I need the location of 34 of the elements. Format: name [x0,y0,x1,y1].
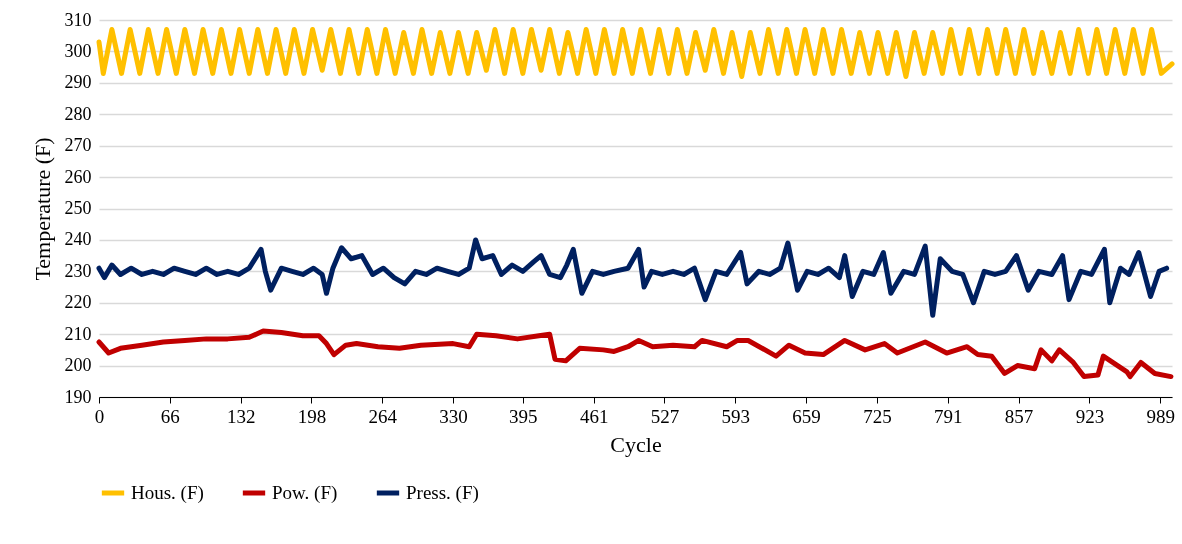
y-tick-label: 210 [64,323,92,344]
x-tick-label: 527 [650,405,680,427]
x-tick-label: 659 [792,405,821,427]
y-tick-label: 200 [64,355,92,376]
legend-label: Pow. (F) [272,482,338,504]
x-tick-label: 857 [1004,405,1034,427]
x-tick-label: 923 [1075,405,1105,427]
y-tick-label: 230 [64,260,92,281]
y-tick-label: 260 [64,166,92,187]
x-tick-label: 264 [368,405,398,427]
y-tick-label: 220 [64,292,92,313]
y-tick-label: 270 [64,135,92,156]
x-tick-label: 725 [863,405,892,427]
x-tick-label: 989 [1146,405,1175,427]
x-tick-label: 132 [226,405,256,427]
legend-label: Press. (F) [406,482,479,504]
x-tick-label: 330 [439,405,468,427]
y-tick-label: 300 [64,40,92,61]
y-tick-label: 190 [64,386,92,407]
y-axis-title: Temperature (F) [29,137,55,281]
y-tick-label: 310 [64,9,92,30]
x-tick-label: 395 [509,405,538,427]
x-tick-label: 593 [721,405,751,427]
x-axis-title: Cycle [610,431,662,457]
x-tick-label: 0 [94,405,105,427]
y-tick-label: 250 [64,198,92,218]
x-tick-label: 198 [297,405,327,427]
y-tick-label: 280 [64,103,92,124]
x-tick-label: 791 [933,405,963,427]
x-tick-label: 461 [579,405,609,427]
x-tick-label: 66 [160,405,180,427]
y-tick-label: 240 [64,229,92,250]
legend-label: Hous. (F) [131,482,204,504]
y-tick-label: 290 [64,72,92,93]
